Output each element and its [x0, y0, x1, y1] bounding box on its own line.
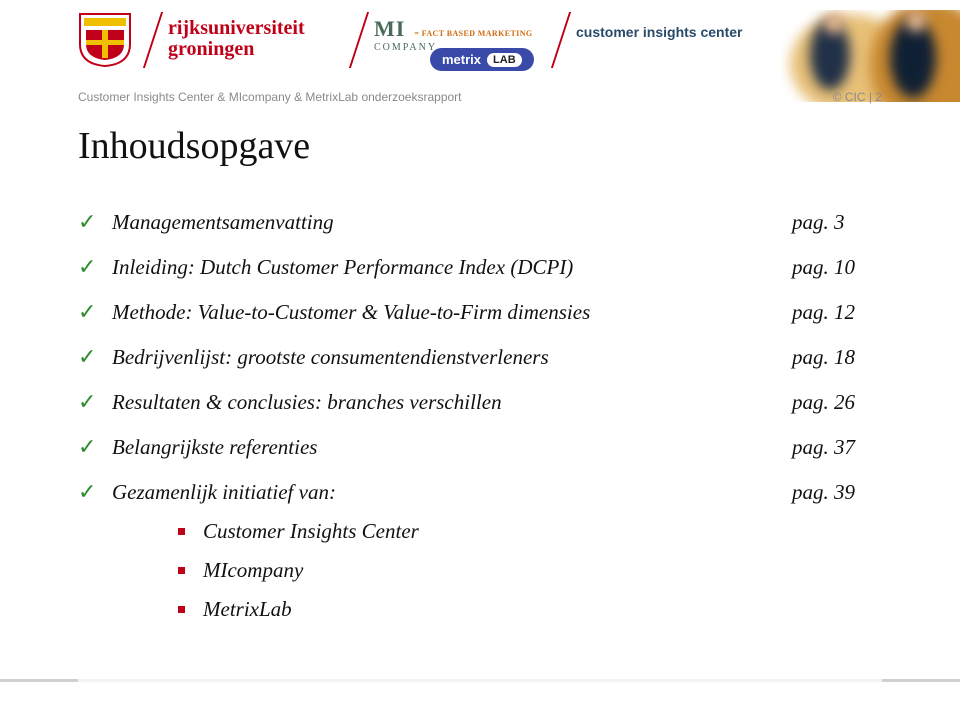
toc-label: Bedrijvenlijst: grootste consumentendien… [112, 345, 792, 370]
toc-row: ✓ Belangrijkste referenties pag. 37 [78, 435, 882, 460]
toc-label: Managementsamenvatting [112, 210, 792, 235]
toc-subitem: Customer Insights Center [178, 519, 882, 544]
report-meta-right: © CIC | 2 [833, 90, 882, 104]
toc-sublabel: MetrixLab [203, 597, 292, 622]
rug-shield-icon [78, 12, 132, 68]
toc-row: ✓ Managementsamenvatting pag. 3 [78, 210, 882, 235]
toc-label: Methode: Value-to-Customer & Value-to-Fi… [112, 300, 792, 325]
toc-page: pag. 10 [792, 255, 882, 280]
toc-label: Belangrijkste referenties [112, 435, 792, 460]
rug-wordmark: rijksuniversiteit groningen [168, 18, 305, 60]
toc-page: pag. 12 [792, 300, 882, 325]
check-icon: ✓ [78, 210, 112, 234]
divider-slash-icon [143, 12, 163, 68]
lab-pill: LAB [487, 53, 522, 67]
toc-row: ✓ Methode: Value-to-Customer & Value-to-… [78, 300, 882, 325]
bullet-icon [178, 528, 185, 535]
toc-sublist: Customer Insights Center MIcompany Metri… [178, 519, 882, 622]
report-meta-left: Customer Insights Center & MIcompany & M… [78, 90, 462, 104]
rug-line1: rijksuniversiteit [168, 18, 305, 39]
footer-rule [0, 676, 960, 686]
check-icon: ✓ [78, 255, 112, 279]
page-title: Inhoudsopgave [78, 124, 310, 168]
toc-subitem: MetrixLab [178, 597, 882, 622]
divider-slash-icon [349, 12, 369, 68]
mi-tagline: = FACT BASED MARKETING [414, 29, 532, 38]
rug-line2: groningen [168, 39, 305, 60]
toc-label: Gezamenlijk initiatief van: [112, 480, 792, 505]
toc-row: ✓ Inleiding: Dutch Customer Performance … [78, 255, 882, 280]
mi-big: MI [374, 16, 405, 41]
logo-row: rijksuniversiteit groningen MI = FACT BA… [0, 10, 960, 80]
check-icon: ✓ [78, 435, 112, 459]
metrixlab-logo: metrix LAB [430, 48, 534, 71]
check-icon: ✓ [78, 345, 112, 369]
cic-wordmark: customer insights center [576, 24, 743, 40]
check-icon: ✓ [78, 390, 112, 414]
toc-label: Resultaten & conclusies: branches versch… [112, 390, 792, 415]
toc-row: ✓ Gezamenlijk initiatief van: pag. 39 [78, 480, 882, 505]
toc-page: pag. 37 [792, 435, 882, 460]
report-meta-bar: Customer Insights Center & MIcompany & M… [78, 88, 882, 104]
check-icon: ✓ [78, 300, 112, 324]
check-icon: ✓ [78, 480, 112, 504]
toc-page: pag. 3 [792, 210, 882, 235]
toc-label: Inleiding: Dutch Customer Performance In… [112, 255, 792, 280]
toc-sublabel: Customer Insights Center [203, 519, 419, 544]
table-of-contents: ✓ Managementsamenvatting pag. 3 ✓ Inleid… [78, 210, 882, 636]
metrix-text: metrix [442, 52, 481, 67]
bullet-icon [178, 606, 185, 613]
toc-page: pag. 26 [792, 390, 882, 415]
toc-subitem: MIcompany [178, 558, 882, 583]
divider-slash-icon [551, 12, 571, 68]
toc-page: pag. 18 [792, 345, 882, 370]
page-header: rijksuniversiteit groningen MI = FACT BA… [0, 0, 960, 92]
toc-sublabel: MIcompany [203, 558, 303, 583]
toc-row: ✓ Resultaten & conclusies: branches vers… [78, 390, 882, 415]
toc-page: pag. 39 [792, 480, 882, 505]
toc-row: ✓ Bedrijvenlijst: grootste consumentendi… [78, 345, 882, 370]
bullet-icon [178, 567, 185, 574]
